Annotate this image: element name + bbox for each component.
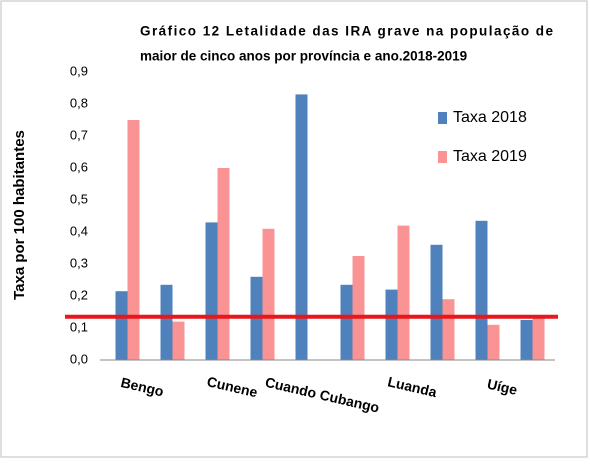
y-tick-label: 0,1 bbox=[70, 319, 88, 334]
y-tick-label: 0,5 bbox=[70, 191, 88, 206]
bar bbox=[127, 120, 140, 360]
y-tick-label: 0,8 bbox=[70, 95, 88, 110]
bar bbox=[262, 228, 275, 360]
bar bbox=[172, 321, 185, 360]
bar bbox=[442, 299, 455, 360]
bar bbox=[115, 291, 128, 360]
bar bbox=[295, 94, 308, 361]
y-tick-label: 0,9 bbox=[70, 63, 88, 78]
bar bbox=[532, 315, 545, 360]
bar bbox=[487, 324, 500, 360]
legend-swatch bbox=[438, 112, 447, 124]
bar bbox=[340, 284, 353, 360]
bar bbox=[352, 256, 365, 360]
y-tick-label: 0,4 bbox=[70, 223, 88, 238]
y-tick-label: 0,3 bbox=[70, 255, 88, 270]
x-tick-label: Uíge bbox=[486, 376, 519, 398]
bar bbox=[217, 168, 230, 360]
bar bbox=[205, 222, 218, 360]
bar bbox=[397, 225, 410, 360]
bar bbox=[430, 244, 443, 360]
bar bbox=[520, 320, 533, 360]
y-tick-label: 0,0 bbox=[70, 351, 88, 366]
y-tick-label: 0,7 bbox=[70, 127, 88, 142]
bar bbox=[475, 220, 488, 360]
y-tick-label: 0,2 bbox=[70, 287, 88, 302]
legend-label: Taxa 2018 bbox=[453, 109, 527, 126]
legend-swatch bbox=[438, 151, 447, 163]
legend-label: Taxa 2019 bbox=[453, 148, 527, 165]
y-tick-label: 0,6 bbox=[70, 159, 88, 174]
chart-title: maior de cinco anos por província e ano.… bbox=[140, 49, 467, 64]
bar bbox=[385, 289, 398, 360]
chart-title: Gráfico 12 Letalidade das IRA grave na p… bbox=[140, 24, 553, 39]
y-axis-label: Taxa por 100 habitantes bbox=[11, 130, 28, 300]
bar bbox=[160, 284, 173, 360]
